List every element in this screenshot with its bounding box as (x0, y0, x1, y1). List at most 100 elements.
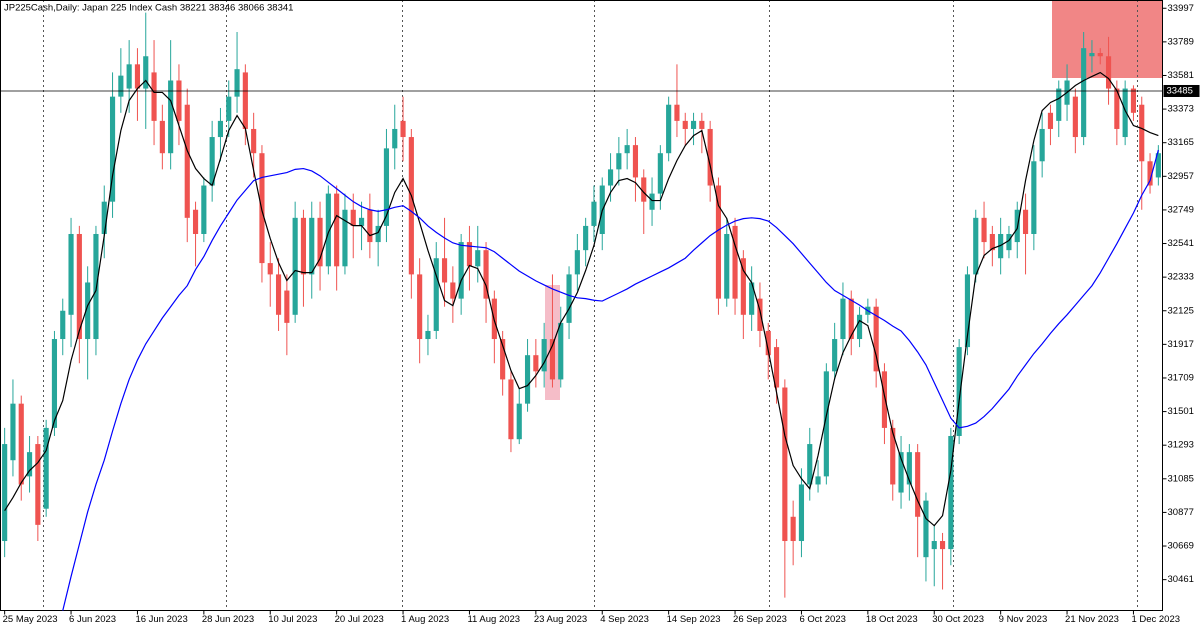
candle-body (998, 233, 1004, 259)
candle-body (466, 242, 473, 267)
candle-body (549, 339, 556, 380)
candle-body (890, 427, 896, 485)
y-tick-label: 33997 (1168, 3, 1194, 14)
candle-body (176, 80, 182, 121)
y-tick-label: 32957 (1168, 171, 1194, 182)
candle-body (616, 153, 622, 170)
candle-body (682, 120, 688, 129)
y-tick-label: 31709 (1168, 372, 1194, 383)
x-tick-label: 25 May 2023 (3, 614, 58, 625)
candle-body (60, 310, 66, 340)
candle-body (566, 274, 572, 323)
candle-body (217, 120, 224, 138)
candle-body (815, 476, 821, 485)
candle-body (1147, 161, 1153, 186)
y-tick-label: 30877 (1168, 507, 1194, 518)
candle-body (1081, 48, 1087, 138)
candle-body (790, 516, 796, 542)
candle-body (2, 444, 8, 542)
candle-body (807, 444, 813, 485)
y-tick-label: 31501 (1168, 406, 1194, 417)
candle-body (317, 217, 323, 267)
candle-body (350, 209, 356, 226)
candle-body (574, 250, 580, 275)
candle-body (740, 258, 746, 315)
candle-body (284, 290, 290, 323)
candle-body (475, 250, 481, 267)
candle-body (209, 137, 215, 186)
candle-body (334, 193, 340, 267)
candle-body (10, 403, 16, 461)
candle-body (400, 120, 406, 138)
candle-body (632, 145, 639, 178)
candle-body (798, 484, 805, 542)
candle-body (300, 217, 307, 275)
candle-body (1056, 88, 1062, 121)
y-tick-label: 32541 (1168, 238, 1194, 249)
y-tick-label: 33165 (1168, 137, 1194, 148)
candle-body (201, 185, 207, 234)
candle-body (1089, 53, 1095, 57)
candle-body (425, 330, 431, 340)
candle-body (558, 322, 564, 380)
candle-body (931, 541, 937, 550)
candle-body (93, 233, 99, 340)
candle-body (832, 339, 838, 372)
candle-body (674, 104, 680, 121)
candle-body (500, 339, 506, 380)
candle-body (641, 177, 647, 202)
moving-average-line (62, 149, 1159, 611)
candle-body (690, 120, 697, 129)
candle-body (973, 217, 979, 275)
candle-body (358, 217, 365, 226)
candle-body (873, 306, 879, 372)
candle-body (707, 128, 713, 186)
candle-body (541, 339, 547, 372)
candle-body (765, 330, 771, 356)
candle-body (109, 96, 116, 202)
candle-body (715, 185, 722, 299)
candle-body (143, 56, 149, 89)
candle-body (840, 298, 846, 340)
candle-body (159, 120, 165, 154)
y-tick-label: 30461 (1168, 574, 1194, 585)
candle-body (392, 128, 398, 149)
candle-body (666, 104, 672, 154)
candle-body (433, 258, 439, 331)
candle-body (26, 452, 33, 477)
y-tick-label: 31917 (1168, 339, 1194, 350)
candle-body (325, 193, 331, 267)
y-tick-label: 33373 (1168, 104, 1194, 115)
x-tick-label: 1 Dec 2023 (1131, 614, 1180, 625)
candle-body (367, 209, 373, 243)
candle-body (383, 148, 390, 226)
x-tick-label: 6 Jun 2023 (69, 614, 116, 625)
x-tick-label: 6 Oct 2023 (799, 614, 845, 625)
x-tick-label: 30 Oct 2023 (932, 614, 984, 625)
candle-body (85, 282, 91, 340)
candle-body (1114, 88, 1120, 129)
candle-body (126, 64, 132, 89)
y-tick-label: 31085 (1168, 473, 1194, 484)
candle-body (76, 233, 82, 340)
candle-body (441, 258, 448, 283)
moving-average-line (4, 71, 1159, 527)
last-price-box (1163, 84, 1200, 97)
candle-body (1047, 112, 1054, 129)
candle-body (583, 225, 589, 251)
candle-body (101, 201, 107, 234)
y-tick-label: 32333 (1168, 272, 1194, 283)
candle-body (1031, 161, 1037, 234)
last-price-label: 33485 (1167, 86, 1193, 97)
candle-body (699, 120, 705, 129)
candle-body (292, 217, 298, 315)
candle-body (782, 387, 788, 542)
candle-body (923, 500, 929, 558)
x-tick-label: 28 Jun 2023 (202, 614, 254, 625)
y-tick-label: 32749 (1168, 204, 1194, 215)
candle-body (939, 541, 946, 550)
y-tick-label: 31293 (1168, 440, 1194, 451)
